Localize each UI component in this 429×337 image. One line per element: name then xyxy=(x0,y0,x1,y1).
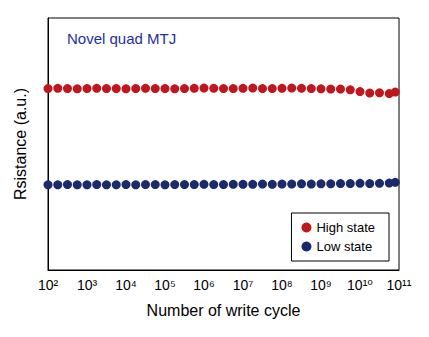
svg-text:10⁴: 10⁴ xyxy=(115,277,137,293)
svg-text:10⁵: 10⁵ xyxy=(154,277,175,293)
svg-text:High state: High state xyxy=(316,220,375,235)
svg-text:Novel quad MTJ: Novel quad MTJ xyxy=(67,30,176,47)
svg-text:10¹¹: 10¹¹ xyxy=(387,277,412,293)
svg-text:10⁶: 10⁶ xyxy=(193,277,214,293)
svg-text:10⁸: 10⁸ xyxy=(271,277,293,293)
svg-text:10⁹: 10⁹ xyxy=(310,277,332,293)
svg-text:Number of write cycle: Number of write cycle xyxy=(147,302,301,319)
svg-text:10³: 10³ xyxy=(77,277,98,293)
svg-text:10²: 10² xyxy=(38,277,59,293)
svg-text:Low state: Low state xyxy=(316,239,372,254)
svg-text:10⁷: 10⁷ xyxy=(233,277,254,293)
svg-text:10¹⁰: 10¹⁰ xyxy=(347,277,373,293)
svg-text:Rsistance (a.u.): Rsistance (a.u.) xyxy=(12,88,29,200)
